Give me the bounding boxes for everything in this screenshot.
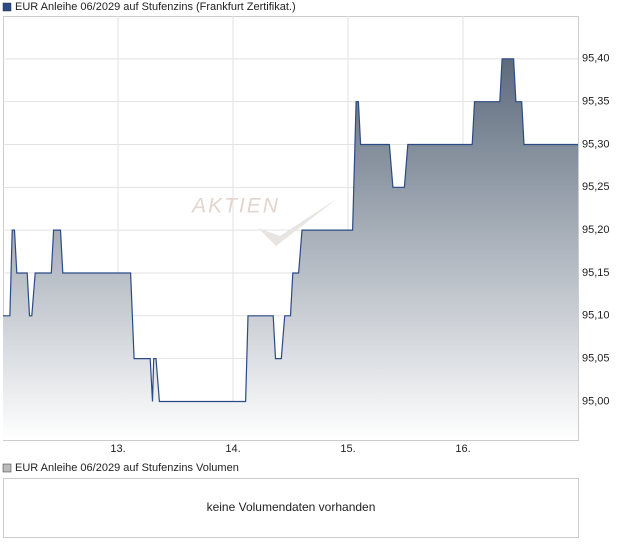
x-tick-label: 16. [455,443,470,455]
y-tick-label: 95,35 [582,96,610,108]
volume-legend-label: EUR Anleihe 06/2029 auf Stufenzins Volum… [15,462,239,474]
y-tick-label: 95,20 [582,224,610,236]
legend-label: EUR Anleihe 06/2029 auf Stufenzins (Fran… [15,1,296,13]
x-tick-label: 15. [340,443,355,455]
y-tick-label: 95,05 [582,353,610,365]
volume-legend-swatch [2,463,12,473]
x-tick-label: 14. [225,443,240,455]
y-tick-label: 95,15 [582,267,610,279]
legend-swatch [2,2,12,12]
watermark: AKTIEN [190,195,280,218]
y-tick-label: 95,00 [582,395,610,407]
volume-message: keine Volumendaten vorhanden [207,500,376,514]
volume-panel [3,478,579,538]
y-tick-label: 95,40 [582,53,610,65]
area-fill [3,58,578,441]
y-tick-label: 95,30 [582,138,610,150]
y-tick-label: 95,10 [582,310,610,322]
x-tick-label: 13. [110,443,125,455]
y-tick-label: 95,25 [582,181,610,193]
price-line [3,58,578,403]
